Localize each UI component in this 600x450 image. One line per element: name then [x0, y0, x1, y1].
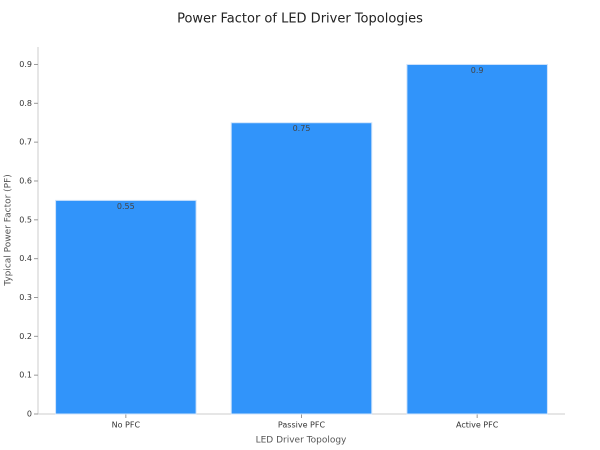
- x-axis-label: LED Driver Topology: [256, 436, 347, 446]
- y-tick-label: 0.8: [19, 99, 32, 108]
- y-tick-label: 0: [27, 410, 32, 419]
- x-tick-label: Passive PFC: [278, 421, 326, 430]
- bar: [230, 122, 373, 415]
- y-tick-label: 0.9: [19, 60, 32, 69]
- y-tick-label: 0.5: [19, 215, 32, 224]
- y-tick-label: 0.6: [19, 176, 32, 185]
- y-axis-label: Typical Power Factor (PF): [4, 174, 14, 287]
- bar: [406, 63, 548, 415]
- y-tick-label: 0.3: [19, 293, 32, 302]
- data-label: 0.75: [293, 124, 311, 133]
- chart-title: Power Factor of LED Driver Topologies: [177, 12, 423, 27]
- bar: [55, 199, 197, 415]
- x-tick-label: Active PFC: [456, 421, 499, 430]
- x-tick-label: No PFC: [112, 421, 141, 430]
- data-label: 0.9: [471, 66, 484, 75]
- y-tick-label: 0.2: [19, 332, 32, 341]
- y-tick-label: 0.4: [19, 254, 32, 263]
- y-tick-label: 0.1: [19, 371, 32, 380]
- data-label: 0.55: [117, 202, 135, 211]
- y-tick-label: 0.7: [19, 138, 32, 147]
